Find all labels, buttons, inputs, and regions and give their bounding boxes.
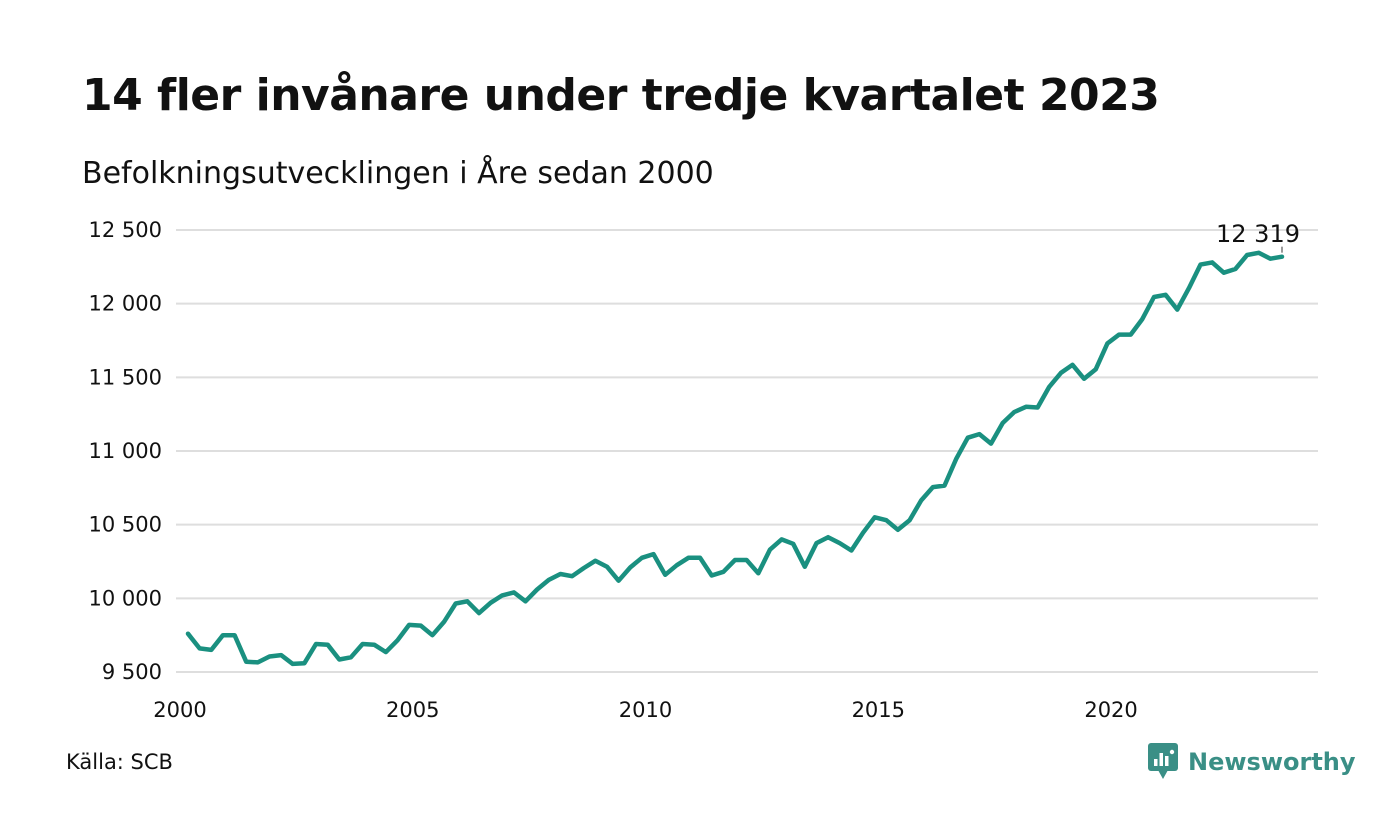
brand-logo: Newsworthy <box>1148 742 1356 782</box>
end-value-label: 12 319 <box>1216 220 1300 248</box>
x-tick-label: 2015 <box>852 698 905 722</box>
chart-title: 14 fler invånare under tredje kvartalet … <box>82 70 1160 121</box>
gridlines <box>176 229 1318 673</box>
brand-name: Newsworthy <box>1188 748 1356 776</box>
y-tick-label: 10 500 <box>89 513 162 537</box>
chart-subtitle: Befolkningsutvecklingen i Åre sedan 2000 <box>82 156 714 191</box>
x-tick-label: 2000 <box>153 698 206 722</box>
y-tick-label: 11 000 <box>89 439 162 463</box>
y-tick-label: 12 500 <box>89 218 162 242</box>
series-layer <box>185 250 1285 667</box>
newsworthy-logo-icon <box>1148 743 1178 779</box>
population-series-line <box>185 250 1285 667</box>
label-layer: 12 319 <box>1216 220 1300 253</box>
y-axis-tick-labels: 9 500 10 000 10 500 11 000 11 500 12 000 12 50… <box>89 218 162 684</box>
y-tick-label: 10 000 <box>89 586 162 610</box>
x-axis-tick-labels: 2000 2005 2010 2015 2020 <box>153 698 1138 722</box>
y-tick-label: 12 000 <box>89 292 162 316</box>
y-tick-label: 9 500 <box>102 660 162 684</box>
x-tick-label: 2005 <box>386 698 439 722</box>
y-tick-label: 11 500 <box>89 365 162 389</box>
x-tick-label: 2010 <box>619 698 672 722</box>
source-note: Källa: SCB <box>66 750 173 774</box>
x-tick-label: 2020 <box>1084 698 1137 722</box>
